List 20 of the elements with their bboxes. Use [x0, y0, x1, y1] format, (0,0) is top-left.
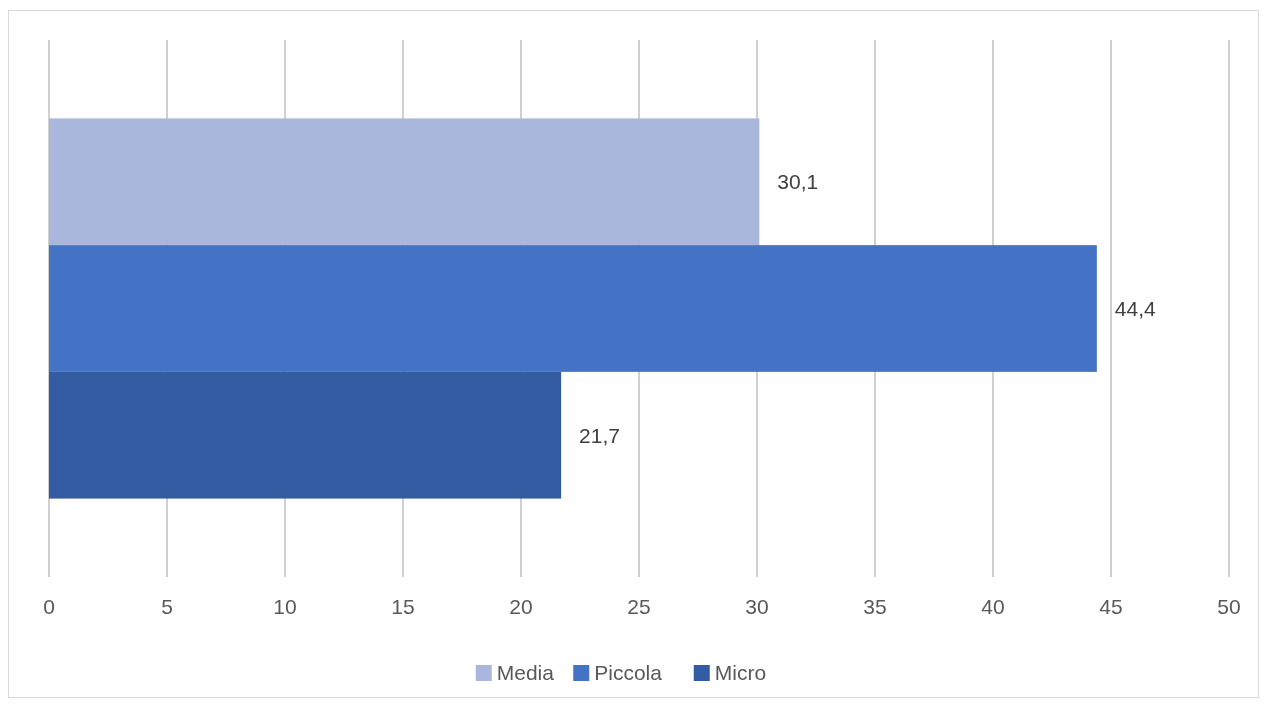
x-tick-label: 20 [509, 595, 533, 618]
x-tick-label: 35 [863, 595, 887, 618]
legend-label: Piccola [594, 661, 663, 685]
x-tick-label: 25 [627, 595, 651, 618]
bar [49, 245, 1097, 372]
x-tick-label: 10 [273, 595, 297, 618]
x-tick-label: 40 [981, 595, 1005, 618]
x-tick-label: 45 [1099, 595, 1123, 618]
x-tick-label: 0 [43, 595, 55, 618]
data-label: 30,1 [777, 170, 819, 194]
x-tick-label: 30 [745, 595, 769, 618]
legend-label: Media [496, 661, 555, 685]
bar [49, 118, 760, 246]
data-label: 21,7 [579, 423, 620, 447]
x-tick-label: 5 [161, 595, 173, 618]
bar [49, 371, 562, 499]
x-tick-label: 50 [1217, 595, 1241, 618]
legend-label: Micro [714, 661, 767, 685]
x-tick-label: 15 [391, 595, 415, 618]
data-label: 44,4 [1114, 296, 1157, 320]
